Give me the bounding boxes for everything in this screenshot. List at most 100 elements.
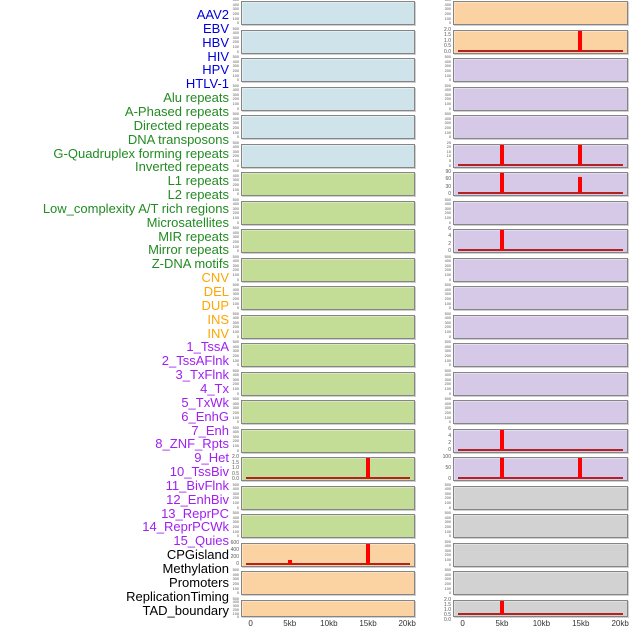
y-tick-label: 0 [448, 591, 451, 596]
panel-ebv [241, 29, 415, 54]
y-tick-label: 300 [444, 577, 451, 582]
track-label-microsatellites: Microsatellites [146, 214, 229, 230]
panel-alu-repeats [241, 172, 415, 196]
y-tick-label: 4 [448, 233, 451, 240]
y-tick-label: 0.0 [444, 48, 451, 55]
y-tick-label: 200 [444, 353, 451, 358]
y-tick-label: 200 [232, 439, 239, 444]
y-tick-label: 300 [232, 434, 239, 439]
y-tick-label: 500 [232, 511, 239, 515]
track-label-promoters: Promoters [169, 574, 229, 590]
y-tick-label: 300 [232, 520, 239, 525]
y-axis-ticks: 90 60 30 0 [428, 170, 451, 197]
y-tick-label: 400 [444, 116, 451, 121]
y-axis-ticks: 2.0 1.5 1.0 0.5 0.0 [216, 455, 239, 482]
panel-a-phased-repeats [241, 200, 415, 225]
y-tick-label: 600 [230, 539, 239, 546]
panel-inverted-repeats [241, 314, 415, 339]
y-tick-label: 500 [232, 397, 239, 401]
track-label-ebv: EBV [202, 20, 229, 36]
y-tick-label: 200 [230, 554, 239, 561]
y-tick-label: 400 [232, 173, 239, 178]
y-tick-label: 0 [448, 420, 451, 425]
y-tick-label: 1.5 [444, 32, 451, 38]
y-tick-label: 500 [232, 26, 239, 31]
panel-1-tssa [453, 58, 628, 82]
y-axis-ticks: 500 400 300 200 100 0 [428, 0, 451, 26]
y-tick-label: 0 [448, 190, 451, 197]
y-tick-label: 500 [232, 83, 239, 88]
track-label-methylation: Methylation [162, 561, 229, 576]
track-label-replicationtiming: ReplicationTiming [126, 588, 229, 604]
y-tick-label: 50 [445, 465, 451, 471]
panel-l1-repeats [241, 343, 415, 367]
y-tick-label: 0 [236, 192, 239, 197]
signal-spike [365, 543, 370, 564]
signal-baseline [246, 562, 410, 565]
y-tick-label: 100 [232, 16, 239, 21]
track-label-tad-boundary: TAD_boundary [142, 602, 229, 618]
y-tick-label: 500 [444, 482, 451, 487]
y-tick-label: 300 [232, 64, 239, 69]
track-label-aav2: AAV2 [196, 7, 229, 22]
y-tick-label: 0.5 [444, 611, 451, 618]
y-tick-label: 400 [232, 515, 239, 520]
y-tick-label: 300 [444, 349, 451, 354]
y-tick-label: 6 [448, 226, 451, 232]
track-label-1-tssa: 1_TssA [186, 339, 229, 355]
y-tick-label: 100 [444, 586, 451, 591]
panel-microsatellites [241, 428, 415, 453]
panel-hiv [241, 86, 415, 111]
y-tick-label: 200 [232, 268, 239, 273]
track-label-l2-repeats: L2 repeats [167, 187, 229, 203]
y-tick-label: 500 [444, 0, 451, 2]
panel-4-tx [453, 143, 628, 168]
y-tick-label: 500 [232, 140, 239, 145]
y-tick-label: 500 [232, 169, 239, 173]
y-tick-label: 0 [448, 391, 451, 396]
y-axis-ticks: 500 400 300 200 100 0 [428, 312, 451, 340]
panel-aav2 [241, 1, 415, 25]
x-tick-label: 10kb [320, 619, 338, 628]
y-axis-ticks: 500 400 300 200 100 0 [216, 511, 239, 539]
signal-spike [288, 559, 293, 564]
signal-baseline [458, 163, 623, 166]
y-tick-label: 400 [444, 259, 451, 264]
y-tick-label: 200 [232, 182, 239, 187]
y-tick-label: 200 [232, 607, 239, 612]
panel-g-quadruplex-forming-repeats [241, 286, 415, 310]
y-axis-ticks: 500 400 300 200 100 0 [428, 340, 451, 368]
y-tick-label: 400 [444, 487, 451, 492]
track-label-alu-repeats: Alu repeats [163, 90, 229, 106]
y-tick-label: 100 [444, 73, 451, 78]
y-tick-label: 500 [444, 397, 451, 401]
y-tick-label: 500 [444, 340, 451, 344]
panel-htlv-1 [241, 143, 415, 168]
y-tick-label: 400 [232, 116, 239, 121]
y-tick-label: 500 [232, 311, 239, 316]
y-tick-label: 200 [444, 524, 451, 529]
y-tick-label: 200 [444, 97, 451, 102]
x-tick-label: 20kb [398, 619, 416, 628]
y-tick-label: 100 [444, 529, 451, 534]
y-tick-label: 200 [232, 496, 239, 501]
panel-promoters [453, 542, 628, 567]
y-tick-label: 300 [232, 121, 239, 126]
y-tick-label: 300 [444, 491, 451, 496]
y-tick-label: 300 [444, 64, 451, 69]
y-tick-label: 500 [444, 368, 451, 373]
track-label-hbv: HBV [202, 34, 229, 50]
panel-5-txwk [453, 172, 628, 196]
y-axis-ticks: 500 400 300 200 100 0 [428, 255, 451, 283]
y-axis-ticks: 500 400 300 200 100 0 [428, 84, 451, 112]
y-tick-label: 0 [448, 476, 451, 482]
y-tick-label: 100 [232, 611, 239, 616]
y-tick-label: 300 [444, 263, 451, 268]
y-tick-label: 500 [444, 539, 451, 544]
track-label-3-txflnk: 3_TxFlnk [175, 367, 229, 383]
y-tick-label: 6 [448, 425, 451, 432]
y-tick-label: 300 [232, 178, 239, 183]
y-tick-label: 300 [444, 406, 451, 411]
y-tick-label: 400 [444, 59, 451, 64]
